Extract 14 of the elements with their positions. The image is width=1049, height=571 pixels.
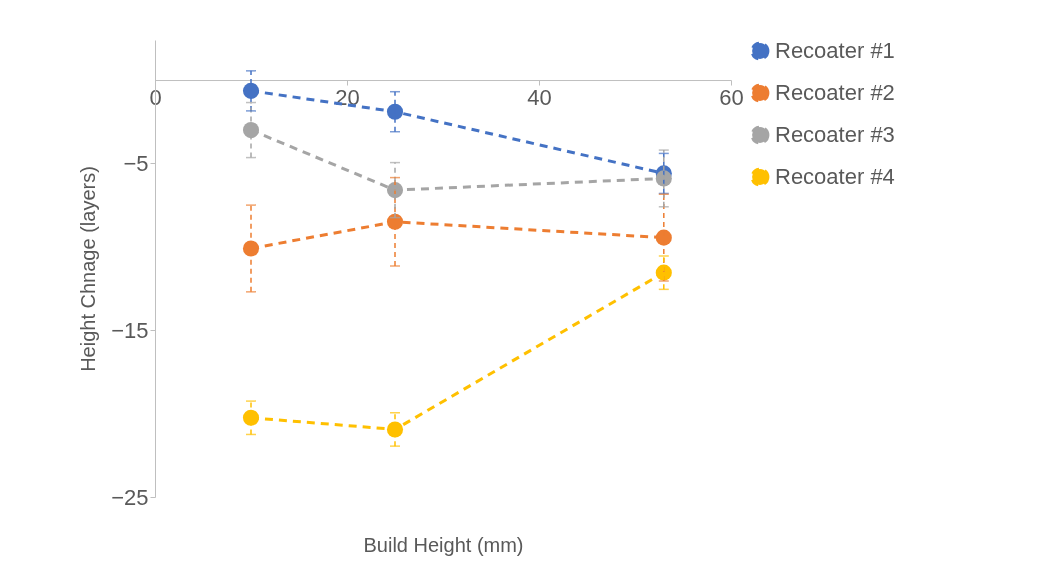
y-axis-title: Height Chnage (layers) [77,166,100,372]
x-tick-label: 40 [527,84,552,110]
x-axis-title: Build Height (mm) [363,533,524,556]
legend-label: Recoater #2 [775,80,895,105]
y-tick-label: −15 [111,317,149,343]
legend-label: Recoater #1 [775,38,895,63]
point [242,122,260,139]
y-tick-label: −25 [111,484,149,510]
point [242,82,260,99]
legend-label: Recoater #3 [775,122,895,147]
legend-label: Recoater #4 [775,164,895,189]
y-tick-label: −5 [123,150,149,176]
point [386,103,404,120]
x-tick-label: 60 [719,84,744,110]
